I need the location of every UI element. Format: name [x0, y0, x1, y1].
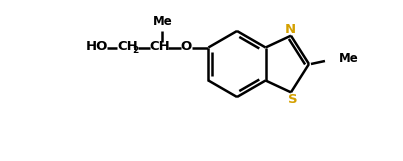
Text: 2: 2 — [132, 46, 139, 55]
Text: Me: Me — [339, 52, 359, 65]
Text: N: N — [285, 23, 295, 36]
Text: S: S — [288, 93, 298, 106]
Text: O: O — [181, 40, 192, 53]
Text: HO: HO — [86, 40, 109, 53]
Text: Me: Me — [153, 15, 172, 28]
Text: CH: CH — [149, 40, 170, 53]
Text: CH: CH — [117, 40, 138, 53]
